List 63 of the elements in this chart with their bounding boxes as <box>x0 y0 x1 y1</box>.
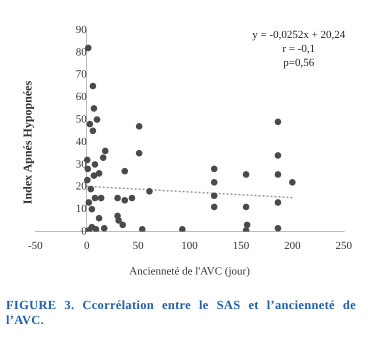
point <box>146 188 153 195</box>
point <box>136 123 142 130</box>
point <box>210 192 218 200</box>
point <box>289 179 296 186</box>
point <box>121 168 128 174</box>
point <box>88 206 96 212</box>
point <box>210 204 218 210</box>
point <box>96 170 102 177</box>
x-tick-label: 50 <box>132 240 144 252</box>
point <box>102 148 109 154</box>
point <box>138 226 146 232</box>
point <box>114 194 121 202</box>
y-tick-label: 50 <box>76 113 88 126</box>
x-tick-label: 150 <box>232 240 250 252</box>
x-tick-label: 200 <box>284 240 302 252</box>
point <box>210 179 218 186</box>
y-tick-label: 10 <box>76 203 88 216</box>
point <box>115 217 122 224</box>
point <box>90 105 98 112</box>
point <box>242 171 250 178</box>
y-tick-label: 70 <box>76 68 88 81</box>
y-tick-label: 40 <box>76 136 88 148</box>
x-tick-label: -50 <box>28 240 44 252</box>
point <box>88 186 94 192</box>
annotation: r = -0,1 <box>282 43 316 55</box>
point <box>85 199 92 206</box>
point <box>179 226 186 232</box>
point <box>274 171 282 178</box>
point <box>242 227 250 232</box>
y-tick-label: 90 <box>76 24 88 36</box>
x-tick-label: 250 <box>336 240 352 252</box>
point <box>94 116 100 123</box>
point <box>84 176 91 184</box>
point <box>92 194 98 202</box>
annotation: y = -0,0252x + 20,24 <box>252 29 346 41</box>
point <box>244 222 250 228</box>
x-tick-label: 100 <box>181 240 198 252</box>
point <box>100 224 108 232</box>
caption: FIGURE 3. Ccorrélation entre le SAS et l’ancienneté de l’AVC. <box>6 298 356 328</box>
point <box>274 224 282 232</box>
point <box>86 120 94 128</box>
y-axis-title: Index Apnés Hypopnées <box>20 80 34 204</box>
point <box>274 152 282 159</box>
point <box>242 204 250 210</box>
point <box>96 214 102 222</box>
point <box>92 161 98 168</box>
point <box>210 166 218 172</box>
y-tick-label: 60 <box>76 91 88 104</box>
point <box>90 82 96 90</box>
point <box>98 194 104 202</box>
point <box>100 154 106 161</box>
annotation: p=0,56 <box>283 57 315 69</box>
point <box>274 199 282 206</box>
point <box>128 194 136 202</box>
y-tick-label: 20 <box>76 180 88 193</box>
point <box>119 222 126 228</box>
y-tick-label: 80 <box>76 46 88 58</box>
point <box>274 118 282 126</box>
point <box>121 196 128 204</box>
point <box>90 128 96 134</box>
point <box>136 150 142 156</box>
point <box>90 172 98 179</box>
x-axis-title: Ancienneté de l'AVC (jour) <box>129 265 250 278</box>
